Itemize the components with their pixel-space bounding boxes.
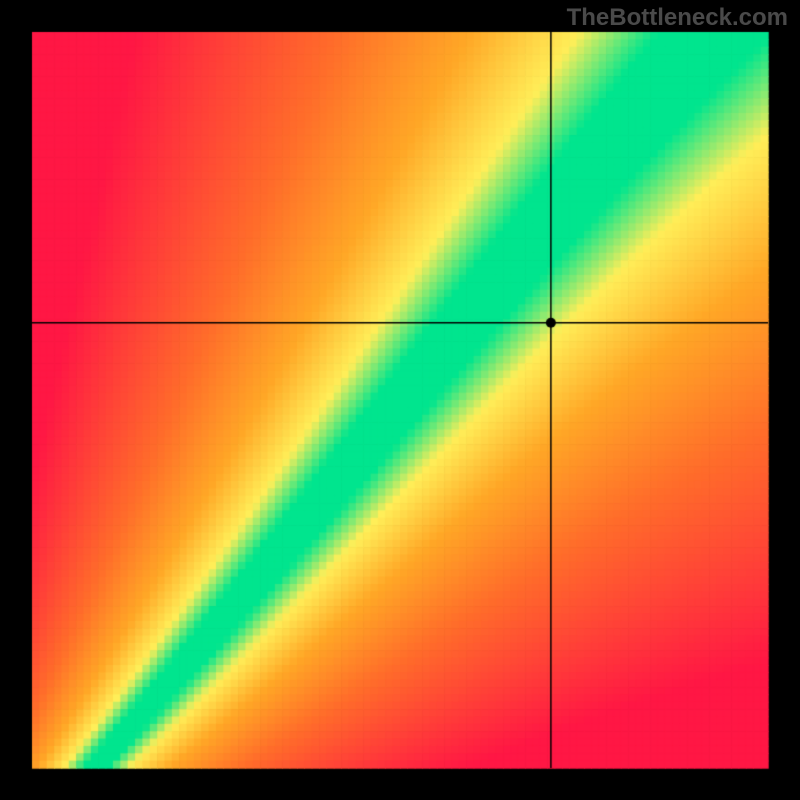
chart-container: TheBottleneck.com xyxy=(0,0,800,800)
bottleneck-heatmap xyxy=(0,0,800,800)
credit-watermark: TheBottleneck.com xyxy=(567,4,788,32)
